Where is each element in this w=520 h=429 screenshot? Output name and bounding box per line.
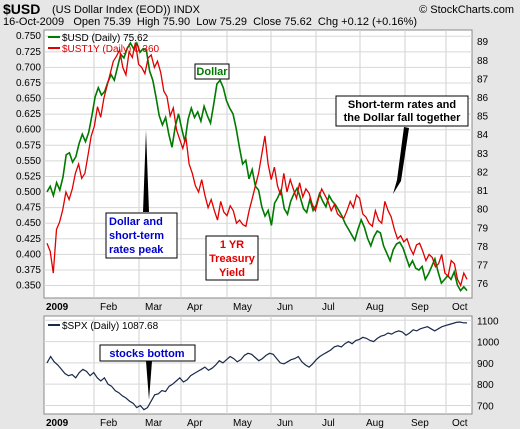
x-tick-label: 2009 — [46, 302, 69, 313]
lower-plot-area — [43, 315, 473, 415]
peak-annotation-line3: rates peak — [109, 244, 164, 256]
symbol-title: $USD — [3, 1, 41, 17]
right-y-tick-label: 80 — [477, 205, 489, 216]
x-tick-label: Feb — [100, 418, 118, 429]
treasury-annotation-line3: Yield — [219, 267, 245, 279]
ust1y-legend-label: $UST1Y (Daily) 0.360 — [62, 44, 160, 55]
left-y-tick-label: 0.575 — [16, 140, 41, 151]
x-tick-label: Apr — [187, 302, 203, 313]
x-tick-label: Jul — [322, 418, 335, 429]
spx-series-line — [46, 321, 468, 411]
left-y-tick-label: 0.600 — [16, 125, 41, 136]
spx-y-tick-label: 900 — [477, 359, 494, 370]
x-tick-label: Aug — [366, 302, 384, 313]
x-tick-label: May — [233, 418, 252, 429]
x-tick-label: Oct — [452, 302, 468, 313]
left-y-tick-label: 0.475 — [16, 203, 41, 214]
right-y-tick-label: 76 — [477, 279, 489, 290]
usd-series-line — [46, 41, 468, 292]
x-tick-label: Sep — [411, 302, 429, 313]
peak-annotation-line1: Dollar and — [109, 216, 163, 228]
x-tick-label: Apr — [187, 418, 203, 429]
x-tick-label: May — [233, 302, 252, 313]
x-tick-label: Feb — [100, 302, 118, 313]
spx-y-tick-label: 1000 — [477, 338, 500, 349]
right-y-tick-label: 86 — [477, 93, 489, 104]
x-tick-label: Sep — [411, 418, 429, 429]
peak-annotation-box — [105, 212, 178, 259]
spx-y-tick-label: 1100 — [477, 316, 499, 327]
x-tick-label: Oct — [452, 418, 468, 429]
peak-arrow — [143, 130, 149, 212]
dollar-annotation-text: Dollar — [196, 66, 228, 78]
stocks-bottom-arrow — [146, 361, 152, 400]
x-tick-label: Mar — [145, 302, 163, 313]
treasury-annotation-box — [205, 235, 259, 281]
left-y-tick-label: 0.500 — [16, 187, 41, 198]
right-y-tick-label: 84 — [477, 130, 489, 141]
left-y-tick-label: 0.550 — [16, 156, 41, 167]
left-y-tick-label: 0.450 — [16, 218, 41, 229]
x-tick-label: Jun — [277, 418, 293, 429]
left-y-tick-label: 0.750 — [16, 31, 41, 42]
left-y-tick-label: 0.425 — [16, 234, 41, 245]
fall-together-annotation-line1: Short-term rates and — [348, 99, 456, 111]
x-tick-label: Aug — [366, 418, 384, 429]
right-y-tick-label: 79 — [477, 223, 489, 234]
treasury-annotation-line1: 1 YR — [220, 239, 244, 251]
spx-legend-label: $SPX (Daily) 1087.68 — [62, 321, 159, 332]
left-y-tick-label: 0.725 — [16, 47, 41, 58]
fall-together-annotation-line2: the Dollar fall together — [344, 112, 461, 124]
left-y-tick-label: 0.350 — [16, 281, 41, 292]
quote-line: 16-Oct-2009 Open 75.39 High 75.90 Low 75… — [3, 16, 417, 28]
left-y-tick-label: 0.650 — [16, 94, 41, 105]
usd-legend-label: $USD (Daily) 75.62 — [62, 33, 149, 44]
right-y-tick-label: 88 — [477, 56, 489, 67]
left-y-tick-label: 0.700 — [16, 62, 41, 73]
fall-together-arrow — [393, 127, 409, 194]
left-y-tick-label: 0.525 — [16, 171, 41, 182]
x-tick-label: Jun — [277, 302, 293, 313]
ust1y-series-line — [46, 42, 468, 288]
right-y-tick-label: 89 — [477, 37, 489, 48]
right-y-tick-label: 77 — [477, 261, 489, 272]
fall-together-annotation-box — [335, 95, 469, 127]
peak-annotation-line2: short-term — [109, 230, 164, 242]
dollar-annotation-box — [194, 63, 230, 80]
left-y-tick-label: 0.375 — [16, 265, 41, 276]
left-y-tick-label: 0.675 — [16, 78, 41, 89]
x-tick-label: Mar — [145, 418, 163, 429]
symbol-description: (US Dollar Index (EOD)) INDX — [52, 4, 200, 16]
right-y-tick-label: 85 — [477, 112, 489, 123]
spx-y-tick-label: 700 — [477, 401, 494, 412]
right-y-tick-label: 81 — [477, 186, 489, 197]
treasury-annotation-line2: Treasury — [209, 253, 256, 265]
left-y-tick-label: 0.625 — [16, 109, 41, 120]
right-y-tick-label: 82 — [477, 167, 489, 178]
stocks-bottom-annotation-text: stocks bottom — [109, 348, 184, 360]
left-y-tick-label: 0.400 — [16, 249, 41, 260]
right-y-tick-label: 83 — [477, 149, 489, 160]
spx-y-tick-label: 800 — [477, 380, 494, 391]
right-y-tick-label: 87 — [477, 74, 489, 85]
right-y-tick-label: 78 — [477, 242, 489, 253]
x-tick-label: 2009 — [46, 418, 69, 429]
x-tick-label: Jul — [322, 302, 335, 313]
source-credit: © StockCharts.com — [419, 4, 514, 16]
